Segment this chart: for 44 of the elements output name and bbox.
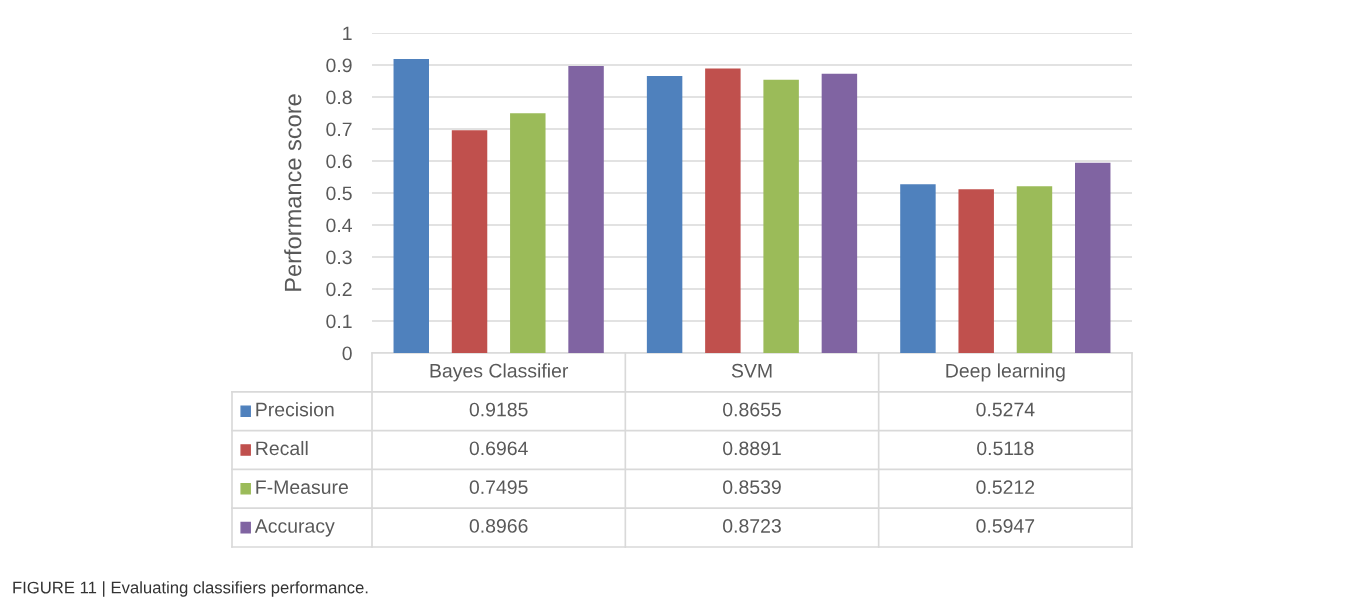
y-tick-label: 0.7 (326, 122, 352, 137)
bar (705, 68, 741, 353)
data-label: 0.8655 (723, 402, 781, 417)
caption: FIGURE 11 | Evaluating classifiers performance. (13, 581, 368, 597)
data-label: 0.5118 (977, 441, 1034, 456)
data-label: 0.8891 (723, 441, 781, 456)
x-tick-label: Bayes Classifier (430, 363, 569, 382)
y-tick-label: 0.2 (326, 282, 352, 297)
legend-label: F-Measure (256, 480, 348, 495)
data-label: 0.5274 (976, 402, 1035, 417)
legend-label: Recall (256, 440, 308, 456)
y-tick-label: 0.9 (326, 58, 352, 73)
data-label: 0.5947 (976, 519, 1035, 533)
data-label: 0.7495 (469, 480, 528, 495)
bar (900, 184, 936, 353)
y-tick-label: 0.5 (326, 186, 352, 201)
y-tick-label: 0.3 (326, 250, 352, 265)
y-tick-label: 1 (343, 26, 352, 41)
data-label: 0.6964 (469, 441, 528, 456)
bar (393, 59, 429, 353)
y-tick-label: 0.6 (326, 154, 352, 169)
bar (763, 79, 799, 353)
bar (646, 76, 683, 353)
bar (821, 73, 858, 353)
x-tick-label: SVM (731, 363, 772, 378)
legend-label: Accuracy (254, 519, 335, 537)
data-label: 0.8539 (723, 480, 781, 495)
bar (510, 113, 546, 353)
data-label: 0.5212 (976, 480, 1035, 495)
bar (958, 189, 994, 353)
y-tick-label: 0.1 (326, 314, 352, 329)
bar (451, 130, 488, 353)
data-label: 0.9185 (469, 402, 528, 417)
y-tick-label: 0.4 (326, 218, 352, 233)
bar (568, 66, 604, 353)
bar (1016, 186, 1053, 353)
y-axis-title: Performance score (284, 94, 302, 291)
data-label: 0.8966 (469, 519, 528, 533)
x-tick-label: Deep learning (946, 363, 1065, 382)
data-label: 0.8723 (723, 519, 781, 533)
y-tick-label: 0 (342, 346, 352, 361)
legend-label: Precision (256, 402, 334, 417)
y-tick-label: 0.8 (326, 90, 352, 105)
bar (1075, 162, 1111, 353)
